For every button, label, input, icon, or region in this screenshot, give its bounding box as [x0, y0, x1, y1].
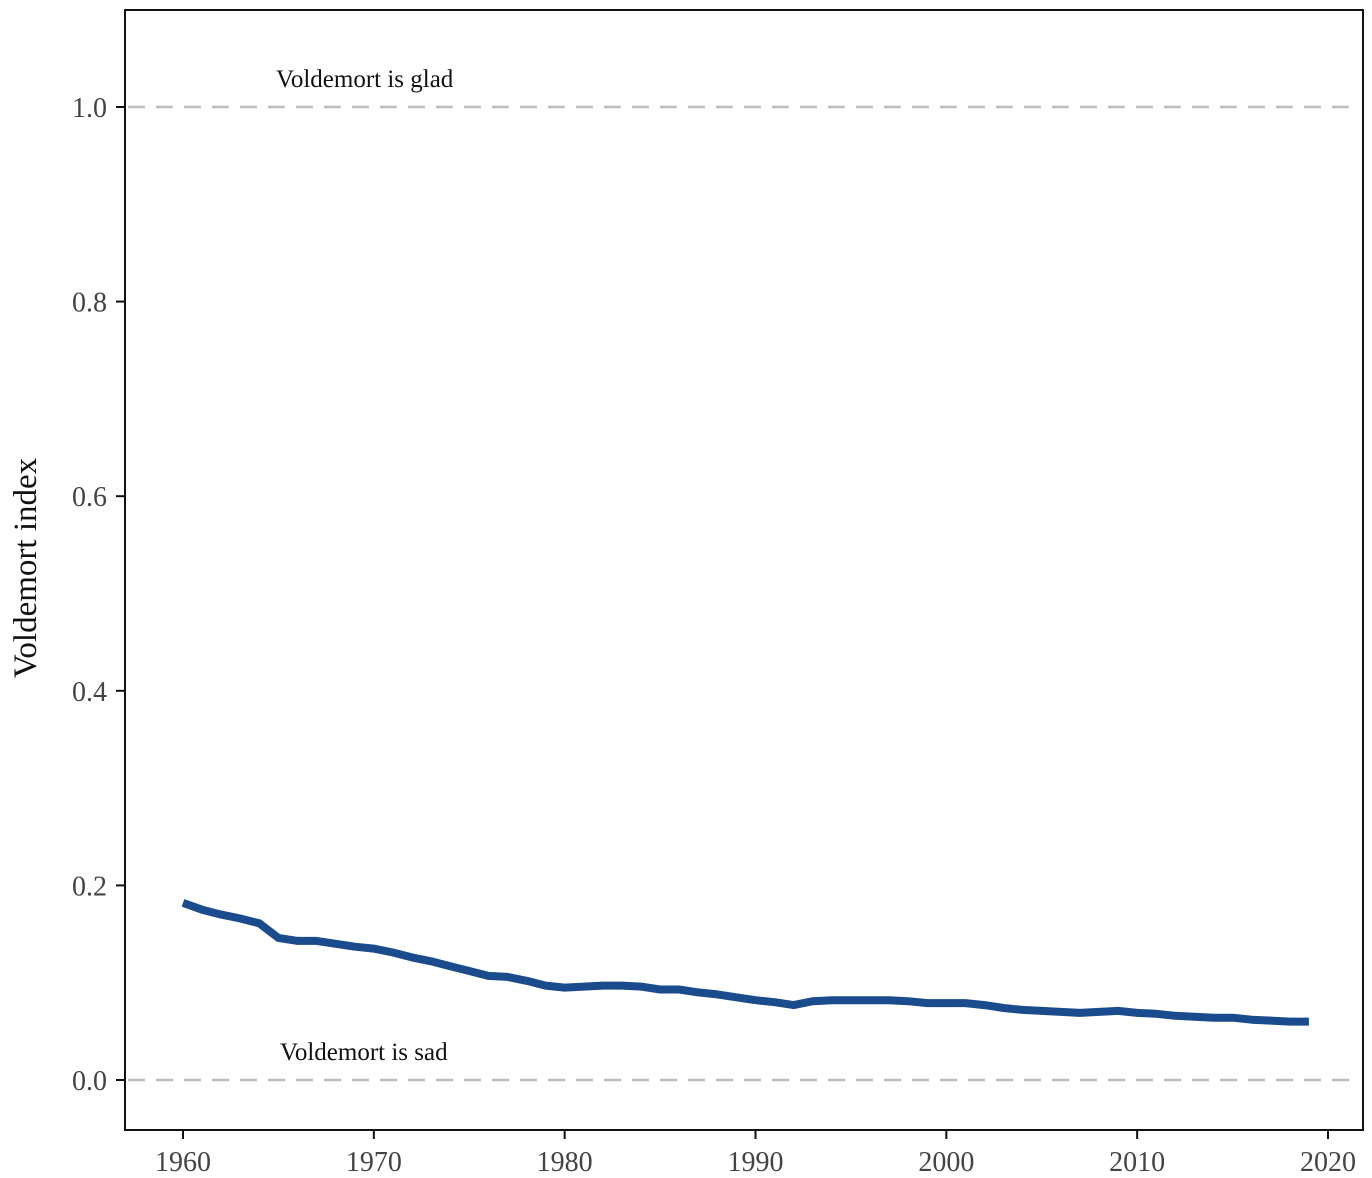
series-layer — [181, 899, 1309, 1026]
x-tick-label: 1980 — [537, 1147, 593, 1178]
y-tick-label: 0.8 — [72, 288, 107, 319]
x-tick-label: 1990 — [728, 1147, 784, 1178]
x-tick-label: 2000 — [918, 1147, 974, 1178]
x-axis-ticks: 1960 1970 1980 1990 2000 2010 2020 — [155, 1130, 1356, 1178]
y-tick-label: 0.0 — [72, 1066, 107, 1097]
y-tick-label: 0.4 — [72, 677, 107, 708]
reference-line-label-0: Voldemort is glad — [276, 66, 454, 93]
y-tick-label: 1.0 — [72, 93, 107, 124]
y-tick-label: 0.2 — [72, 871, 107, 902]
reference-line-label-1: Voldemort is sad — [280, 1039, 448, 1066]
y-axis-title: Voldemort index — [8, 457, 44, 678]
series-line-0 — [181, 899, 1309, 1026]
plot-frame — [124, 9, 1364, 1131]
x-tick-label: 1960 — [155, 1147, 211, 1178]
y-tick-label: 0.6 — [72, 482, 107, 513]
x-tick-label: 1970 — [346, 1147, 402, 1178]
reference-lines: Voldemort is glad Voldemort is sad — [128, 66, 1360, 1082]
y-axis-ticks: 0.0 0.2 0.4 0.6 0.8 1.0 — [72, 93, 125, 1097]
x-tick-label: 2010 — [1109, 1147, 1165, 1178]
x-tick-label: 2020 — [1300, 1147, 1356, 1178]
